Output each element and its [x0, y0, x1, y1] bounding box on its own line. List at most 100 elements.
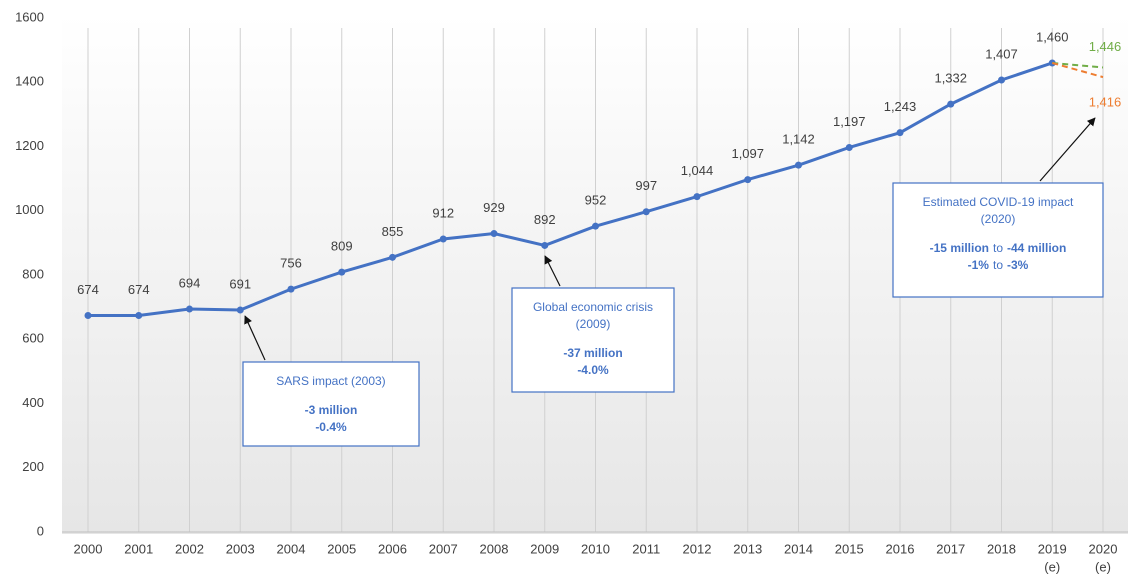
- value-label: 855: [382, 224, 404, 239]
- point: [84, 311, 92, 319]
- point: [642, 208, 650, 216]
- annotation-box: [242, 361, 420, 447]
- series-line: [1051, 62, 1104, 79]
- x-tick-label: 2009: [530, 541, 559, 556]
- annotation-arrow: [544, 255, 561, 287]
- value-label: 1,142: [782, 132, 815, 147]
- y-tick-label: 1600: [15, 9, 44, 24]
- point: [947, 100, 955, 108]
- x-tick-label: 2014: [784, 541, 813, 556]
- value-label: 1,332: [934, 71, 967, 86]
- point: [490, 230, 498, 238]
- annotation-detail: -3 million: [305, 403, 358, 417]
- point: [287, 285, 295, 293]
- value-label: 674: [77, 282, 99, 297]
- value-label: 756: [280, 256, 302, 271]
- annotation-title: Global economic crisis: [533, 300, 653, 314]
- annotation-detail-part: -3 million: [305, 403, 358, 417]
- value-label: 1,446: [1089, 39, 1122, 54]
- annotation-title: (2020): [981, 212, 1016, 226]
- x-tick-label: 2020: [1089, 541, 1118, 556]
- value-label: 952: [585, 193, 607, 208]
- point: [236, 306, 244, 314]
- value-label: 694: [179, 275, 201, 290]
- x-tick-label: 2008: [480, 541, 509, 556]
- x-tick-label: 2019: [1038, 541, 1067, 556]
- annotation-box: [511, 287, 675, 393]
- x-tick-label: 2001: [124, 541, 153, 556]
- annotation-title: SARS impact (2003): [276, 374, 385, 388]
- annotation-box: [892, 182, 1104, 298]
- value-label: 674: [128, 282, 150, 297]
- point: [389, 253, 396, 261]
- point: [998, 76, 1005, 84]
- point: [135, 311, 143, 319]
- series-line: [88, 61, 1053, 317]
- x-tick-label: 2015: [835, 541, 864, 556]
- x-tick-label: 2006: [378, 541, 407, 556]
- value-label: 691: [229, 276, 251, 291]
- x-tick-label: 2017: [936, 541, 965, 556]
- y-tick-label: 200: [22, 459, 44, 474]
- value-label: 1,197: [833, 114, 866, 129]
- annotation-detail: -0.4%: [315, 420, 347, 434]
- annotation-detail-part: to: [993, 241, 1003, 255]
- point: [541, 241, 549, 249]
- point: [693, 193, 701, 201]
- annotation-detail-part: -3%: [1007, 258, 1029, 272]
- x-tick-label: 2004: [277, 541, 306, 556]
- annotation-arrow: [244, 315, 266, 361]
- annotation-detail-part: -37 million: [563, 346, 622, 360]
- point: [439, 235, 447, 243]
- annotation-title: (2009): [576, 317, 611, 331]
- annotation-detail-part: to: [993, 258, 1003, 272]
- annotation-detail: -1% to -3%: [968, 258, 1029, 272]
- y-tick-label: 600: [22, 331, 44, 346]
- series-line: [1052, 61, 1104, 69]
- value-label: 997: [635, 178, 657, 193]
- x-tick-label: 2010: [581, 541, 610, 556]
- x-tick-label: 2005: [327, 541, 356, 556]
- point: [338, 268, 346, 276]
- x-tick-label: 2000: [74, 541, 103, 556]
- annotation-detail-part: -15 million: [930, 241, 989, 255]
- point: [896, 129, 904, 137]
- annotation-detail-part: -4.0%: [577, 363, 609, 377]
- annotation-title: Estimated COVID-19 impact: [923, 195, 1074, 209]
- x-tick-note: (e): [1044, 559, 1060, 574]
- x-tick-label: 2012: [683, 541, 712, 556]
- annotation-detail: -15 million to -44 million: [930, 241, 1067, 255]
- value-label: 929: [483, 200, 505, 215]
- value-label: 892: [534, 212, 556, 227]
- annotation-arrow: [1039, 117, 1096, 182]
- value-label: 1,416: [1089, 95, 1122, 110]
- y-tick-label: 0: [37, 523, 44, 538]
- value-label: 1,460: [1036, 29, 1069, 44]
- value-label: 1,097: [731, 146, 764, 161]
- value-label: 1,044: [681, 163, 714, 178]
- annotation-detail: -4.0%: [577, 363, 609, 377]
- y-tick-label: 1200: [15, 138, 44, 153]
- x-tick-label: 2003: [226, 541, 255, 556]
- x-tick-label: 2011: [632, 541, 660, 556]
- y-tick-label: 800: [22, 266, 44, 281]
- annotation: Estimated COVID-19 impact (2020) -15 milli…: [892, 117, 1104, 298]
- annotation-detail-part: -1%: [968, 258, 990, 272]
- value-label: 809: [331, 239, 353, 254]
- x-tick-note: (e): [1095, 559, 1111, 574]
- x-tick-label: 2016: [886, 541, 915, 556]
- point: [845, 143, 853, 151]
- point: [186, 305, 193, 313]
- x-tick-label: 2002: [175, 541, 204, 556]
- x-tick-label: 2018: [987, 541, 1016, 556]
- value-label: 1,243: [884, 99, 917, 114]
- point: [744, 176, 752, 184]
- value-label: 1,407: [985, 46, 1018, 61]
- x-tick-label: 2007: [429, 541, 458, 556]
- y-tick-label: 400: [22, 395, 44, 410]
- annotation: Global economic crisis (2009) -37 million -…: [511, 255, 675, 393]
- point: [795, 161, 802, 169]
- y-tick-label: 1000: [15, 202, 44, 217]
